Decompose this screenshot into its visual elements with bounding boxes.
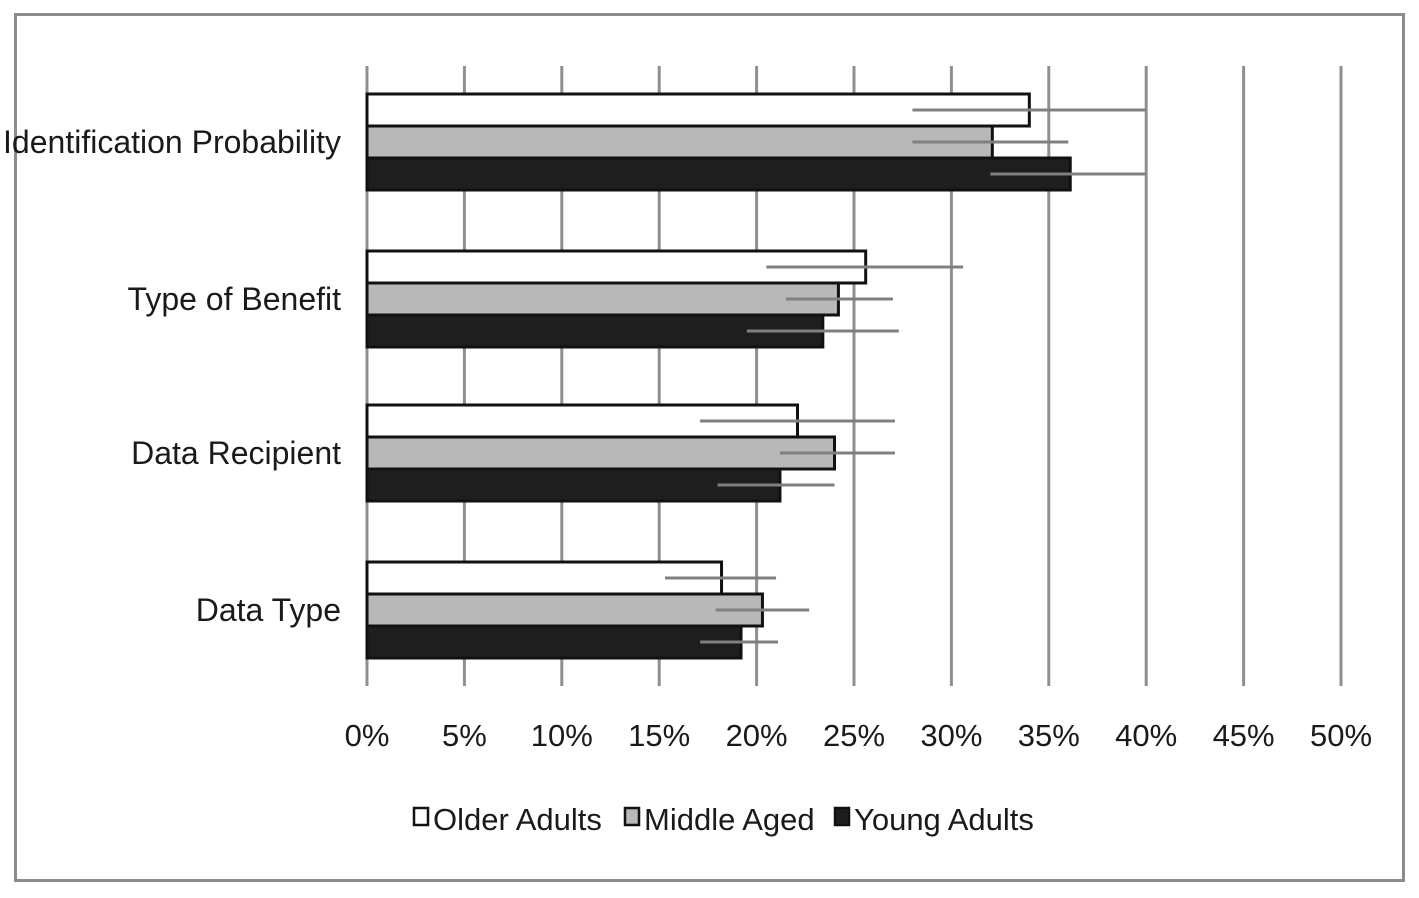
bar [365, 592, 764, 628]
bar [365, 156, 1072, 192]
legend-label: Middle Aged [644, 802, 815, 837]
x-tick-label: 20% [726, 718, 788, 753]
legend-swatch [833, 806, 851, 827]
bar [365, 560, 724, 596]
legend-swatch [412, 806, 430, 827]
x-tick-label: 30% [920, 718, 982, 753]
bar [365, 435, 837, 471]
category-label: Identification Probability [3, 124, 341, 160]
x-tick-label: 50% [1310, 718, 1372, 753]
legend-swatch [623, 806, 641, 827]
category-label: Type of Benefit [128, 281, 342, 317]
x-tick-label: 15% [628, 718, 690, 753]
x-tick-label: 45% [1213, 718, 1275, 753]
bar [365, 281, 840, 317]
x-tick-label: 40% [1115, 718, 1177, 753]
x-tick-label: 5% [442, 718, 487, 753]
x-tick-label: 10% [531, 718, 593, 753]
x-tick-label: 25% [823, 718, 885, 753]
category-label: Data Recipient [131, 435, 341, 471]
legend-label: Young Adults [854, 802, 1034, 837]
x-tick-label: 0% [345, 718, 390, 753]
bar [365, 124, 994, 160]
bar [365, 467, 782, 503]
x-tick-label: 35% [1018, 718, 1080, 753]
bar [365, 624, 743, 660]
category-label: Data Type [196, 592, 341, 628]
legend-label: Older Adults [433, 802, 602, 837]
